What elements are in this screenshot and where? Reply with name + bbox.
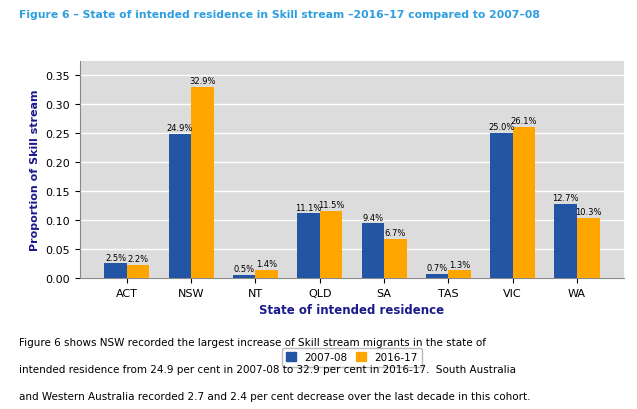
Legend: 2007-08, 2016-17: 2007-08, 2016-17 — [282, 348, 422, 366]
Text: 11.5%: 11.5% — [318, 201, 344, 210]
Bar — [104, 264, 127, 278]
Text: 24.9%: 24.9% — [167, 124, 193, 133]
Text: 9.4%: 9.4% — [362, 213, 383, 222]
Bar — [320, 211, 342, 278]
Bar — [233, 275, 255, 278]
Bar — [255, 270, 278, 278]
Bar — [513, 127, 535, 278]
Text: 2.2%: 2.2% — [127, 255, 148, 264]
Bar — [127, 265, 150, 278]
Text: Figure 6 – State of intended residence in Skill stream –2016–17 compared to 2007: Figure 6 – State of intended residence i… — [19, 10, 540, 20]
Text: 2.5%: 2.5% — [105, 253, 126, 262]
Bar — [297, 214, 320, 278]
Text: 0.7%: 0.7% — [427, 263, 448, 272]
X-axis label: State of intended residence: State of intended residence — [259, 303, 445, 316]
Bar — [448, 271, 471, 278]
Bar — [169, 134, 191, 278]
Bar — [384, 239, 406, 278]
Bar — [554, 205, 577, 278]
Text: 12.7%: 12.7% — [552, 194, 579, 203]
Y-axis label: Proportion of Skill stream: Proportion of Skill stream — [29, 89, 39, 250]
Text: 25.0%: 25.0% — [488, 123, 515, 132]
Text: and Western Australia recorded 2.7 and 2.4 per cent decrease over the last decad: and Western Australia recorded 2.7 and 2… — [19, 391, 531, 400]
Bar — [191, 88, 213, 278]
Text: 1.3%: 1.3% — [449, 260, 470, 269]
Bar — [490, 134, 513, 278]
Text: 6.7%: 6.7% — [385, 229, 406, 238]
Bar — [362, 224, 384, 278]
Text: 26.1%: 26.1% — [511, 117, 537, 126]
Text: 11.1%: 11.1% — [296, 203, 322, 212]
Text: 10.3%: 10.3% — [575, 208, 601, 217]
Text: 0.5%: 0.5% — [234, 265, 255, 274]
Text: Figure 6 shows NSW recorded the largest increase of Skill stream migrants in the: Figure 6 shows NSW recorded the largest … — [19, 337, 486, 347]
Text: intended residence from 24.9 per cent in 2007-08 to 32.9 per cent in 2016-17.  S: intended residence from 24.9 per cent in… — [19, 364, 516, 374]
Bar — [426, 274, 448, 278]
Text: 1.4%: 1.4% — [256, 259, 277, 268]
Bar — [577, 218, 599, 278]
Text: 32.9%: 32.9% — [189, 77, 216, 86]
